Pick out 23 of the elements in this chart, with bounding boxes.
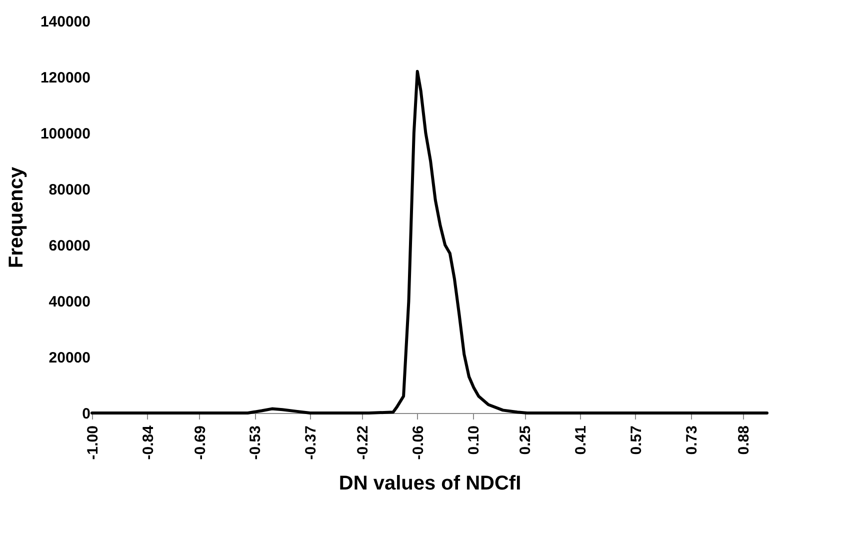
y-tick-label: 80000 <box>48 182 90 198</box>
x-tick-label: -0.84 <box>140 424 157 460</box>
y-tick-label: 20000 <box>48 350 90 366</box>
y-tick-label: 120000 <box>40 70 90 86</box>
y-tick-label: 0 <box>82 406 90 422</box>
x-tick-label: -0.53 <box>247 426 264 460</box>
x-tick-label: 0.41 <box>572 426 590 455</box>
y-tick-label: 100000 <box>40 126 90 142</box>
y-tick-label: 40000 <box>48 294 90 310</box>
y-axis-title: Frequency <box>5 166 28 268</box>
x-tick-label: -0.69 <box>192 426 209 460</box>
x-tick-label: 0.73 <box>683 426 700 455</box>
x-tick-label: 0.88 <box>735 426 752 455</box>
y-tick-label: 60000 <box>48 238 90 254</box>
x-tick-label: -0.37 <box>302 426 320 460</box>
x-tick-label: 0.57 <box>628 426 645 455</box>
x-tick-label: 0.25 <box>517 426 534 455</box>
x-tick-label: -1.00 <box>84 426 102 460</box>
y-tick-label: 140000 <box>40 14 90 30</box>
x-axis-title: DN values of NDCfI <box>338 472 522 495</box>
x-tick-label: -0.06 <box>410 426 427 460</box>
x-tick-label: -0.22 <box>354 426 372 460</box>
x-tick-label: 0.10 <box>465 426 482 455</box>
